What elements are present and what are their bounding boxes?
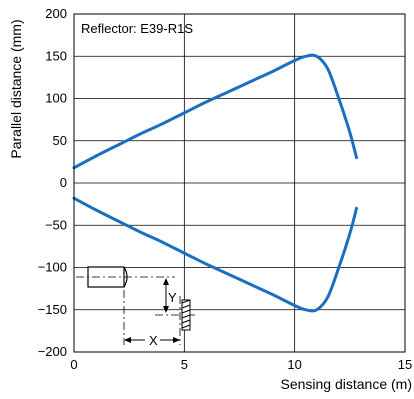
y-tick-label-4: 0: [60, 175, 67, 190]
y-arrowhead-top: [163, 278, 169, 285]
x-tick-label-3: 15: [398, 357, 412, 372]
x-tick-label-0: 0: [70, 357, 77, 372]
inset-x-label: X: [149, 333, 158, 348]
curve-series-0: [72, 53, 358, 170]
curve-series-1: [72, 196, 358, 313]
x-tick-label-1: 5: [181, 357, 188, 372]
y-axis-title: Parallel distance (mm): [8, 19, 24, 158]
y-arrowhead-bottom: [163, 306, 169, 313]
inset-y-label: Y: [168, 290, 177, 305]
y-ticks: −200 −150 −100 −50 0 50 100 150 200: [38, 6, 67, 359]
curves: [72, 53, 358, 313]
x-ticks: 0 5 10 15: [70, 357, 412, 372]
x-axis-title: Sensing distance (m): [280, 376, 412, 392]
y-tick-label-1: −150: [38, 302, 67, 317]
plot-frame: [73, 13, 406, 353]
x-arrowhead-right: [173, 337, 180, 343]
x-arrowhead-left: [124, 337, 131, 343]
x-tick-label-2: 10: [287, 357, 301, 372]
inset-diagram: X Y: [76, 266, 195, 348]
annotation-text: Reflector: E39-R1S: [81, 21, 193, 36]
y-tick-label-0: −200: [38, 344, 67, 359]
y-tick-label-6: 100: [45, 91, 67, 106]
y-tick-label-2: −100: [38, 260, 67, 275]
reflector-hatch: [181, 299, 191, 329]
y-tick-label-3: −50: [45, 217, 67, 232]
y-tick-label-7: 150: [45, 48, 67, 63]
y-tick-label-5: 50: [53, 133, 67, 148]
y-tick-label-8: 200: [45, 6, 67, 21]
